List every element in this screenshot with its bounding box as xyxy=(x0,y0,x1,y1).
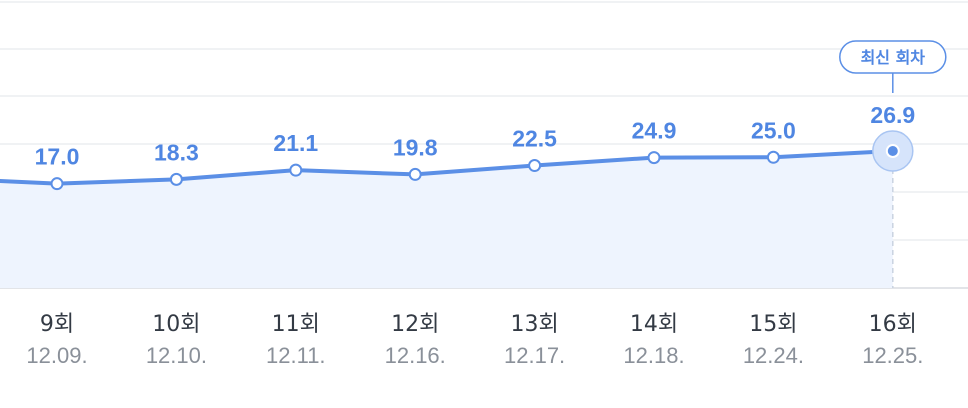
value-label: 18.3 xyxy=(154,139,199,165)
x-tick-date: 12.24. xyxy=(743,343,804,368)
x-tick-round: 10회 xyxy=(152,312,200,337)
x-tick-round: 15회 xyxy=(749,312,797,337)
area-fill xyxy=(0,151,893,288)
x-tick-round: 13회 xyxy=(510,312,558,337)
data-point[interactable] xyxy=(169,172,183,186)
value-label: 21.1 xyxy=(273,130,318,156)
data-point[interactable] xyxy=(766,150,780,164)
value-label: 17.0 xyxy=(35,144,80,170)
data-point[interactable] xyxy=(289,163,303,177)
data-point[interactable] xyxy=(50,177,64,191)
badge-label: 최신 회차 xyxy=(861,48,926,67)
x-tick-date: 12.25. xyxy=(862,343,923,368)
x-tick-date: 12.09. xyxy=(26,343,87,368)
x-tick-date: 12.17. xyxy=(504,343,565,368)
data-points xyxy=(50,130,914,191)
badge-box xyxy=(839,40,947,74)
x-tick-date: 12.10. xyxy=(146,343,207,368)
value-label: 25.0 xyxy=(751,117,796,143)
x-tick-round: 12회 xyxy=(391,312,439,337)
x-tick-round: 14회 xyxy=(630,312,678,337)
data-point[interactable] xyxy=(647,151,661,165)
value-label: 22.5 xyxy=(512,126,557,152)
value-labels: 17.0 18.3 21.1 19.8 22.5 24.9 25.0 26.9 xyxy=(35,102,916,170)
x-tick-round: 9회 xyxy=(40,312,74,337)
x-tick-round: 16회 xyxy=(869,312,917,337)
x-tick-date: 12.11. xyxy=(266,343,326,368)
data-point-latest[interactable] xyxy=(885,144,900,158)
x-tick-round: 11회 xyxy=(272,312,320,337)
x-tick-date: 12.16. xyxy=(385,343,446,368)
value-label: 26.9 xyxy=(870,102,915,128)
latest-round-badge: 최신 회차 xyxy=(839,40,947,93)
x-axis-labels: 9회 12.09. 10회 12.10. 11회 12.11. 12회 12.16. 13회 12… xyxy=(26,312,923,368)
x-tick-date: 12.18. xyxy=(623,343,684,368)
data-point[interactable] xyxy=(528,159,542,173)
data-point[interactable] xyxy=(408,167,422,181)
value-label: 19.8 xyxy=(393,134,438,160)
value-label: 24.9 xyxy=(632,118,677,144)
